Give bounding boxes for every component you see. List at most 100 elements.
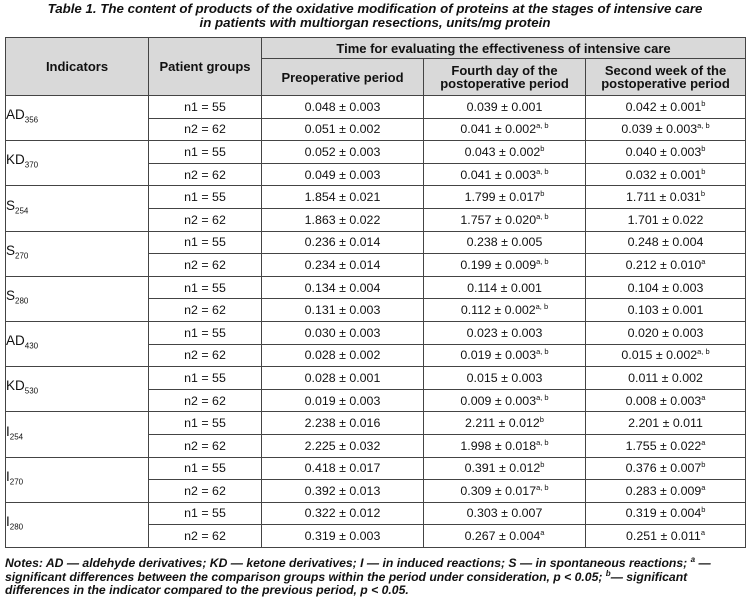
value-text: 0.019 ± 0.003 xyxy=(460,348,537,363)
value-cell-second-week: 0.103 ± 0.001 xyxy=(584,298,747,322)
value-cell-second-week: 0.104 ± 0.003 xyxy=(584,275,747,300)
value-cell-second-week: 0.015 ± 0.002a, b xyxy=(584,343,747,368)
significance-mark: b xyxy=(539,414,544,424)
caption-line-1: Table 1. The content of products of the … xyxy=(47,1,703,16)
indicator-wavelength: 254 xyxy=(15,206,29,216)
value-text: 0.248 ± 0.004 xyxy=(627,235,704,250)
value-text: 0.134 ± 0.004 xyxy=(304,280,381,295)
indicator-cell: AD356 xyxy=(5,94,149,142)
table-row: S270 n1 = 55 0.236 ± 0.014 0.238 ± 0.005 0.2… xyxy=(5,230,747,277)
value-cell-second-week: 1.701 ± 0.022 xyxy=(584,207,747,232)
group-cell: n1 = 55 xyxy=(148,366,262,390)
table-row: n2 = 62 0.019 ± 0.003 0.009 ± 0.003a, b 0.0… xyxy=(6,388,747,413)
significance-mark: a xyxy=(700,527,705,537)
value-cell-fourth-day: 0.019 ± 0.003a, b xyxy=(423,343,586,368)
indicator-name: AD xyxy=(6,333,25,349)
value-text: 0.052 ± 0.003 xyxy=(304,144,381,159)
group-cell: n2 = 62 xyxy=(148,253,262,277)
value-cell-second-week: 0.040 ± 0.003b xyxy=(584,140,747,164)
table-row: n2 = 62 1.863 ± 0.022 1.757 ± 0.020a, b 1.7… xyxy=(6,207,747,232)
notes-part-3: — significant differences in the indicat… xyxy=(5,569,688,598)
significance-mark: a xyxy=(701,437,706,447)
indicator-wavelength: 430 xyxy=(24,341,39,351)
value-cell-preoperative: 0.319 ± 0.003 xyxy=(261,524,424,548)
value-text: 0.041 ± 0.002 xyxy=(460,122,537,137)
value-cell-preoperative: 1.863 ± 0.022 xyxy=(261,207,424,232)
indicator-cell: I254 xyxy=(5,411,149,458)
indicator-wavelength: 270 xyxy=(9,477,24,487)
group-cell: n2 = 62 xyxy=(148,524,262,548)
value-text: 0.049 ± 0.003 xyxy=(304,167,381,182)
value-text: 1.701 ± 0.022 xyxy=(627,212,704,227)
value-text: 1.711 ± 0.031 xyxy=(626,190,701,205)
value-text: 0.023 ± 0.003 xyxy=(466,325,543,340)
indicator-wavelength: 280 xyxy=(9,522,24,532)
value-text: 0.199 ± 0.009 xyxy=(460,257,537,272)
value-text: 0.032 ± 0.001 xyxy=(625,167,702,182)
value-cell-preoperative: 0.134 ± 0.004 xyxy=(261,275,424,300)
value-text: 0.322 ± 0.012 xyxy=(304,506,381,521)
table-body: AD356 n1 = 55 0.048 ± 0.003 0.039 ± 0.001 0.… xyxy=(5,94,747,548)
value-text: 2.238 ± 0.016 xyxy=(304,416,381,431)
indicator-wavelength: 270 xyxy=(15,251,29,261)
value-cell-fourth-day: 0.303 ± 0.007 xyxy=(423,501,586,526)
value-text: 1.854 ± 0.021 xyxy=(304,190,381,205)
value-cell-preoperative: 2.225 ± 0.032 xyxy=(261,433,424,458)
value-text: 0.019 ± 0.003 xyxy=(304,393,381,408)
value-text: 0.043 ± 0.002 xyxy=(464,144,541,159)
significance-mark: a, b xyxy=(535,302,549,312)
value-cell-preoperative: 0.028 ± 0.001 xyxy=(261,366,424,390)
value-cell-fourth-day: 0.391 ± 0.012b xyxy=(423,456,586,481)
value-cell-fourth-day: 1.799 ± 0.017b xyxy=(423,185,586,209)
group-cell: n1 = 55 xyxy=(148,95,262,119)
significance-mark: a, b xyxy=(697,121,710,131)
value-text: 0.236 ± 0.014 xyxy=(304,235,381,250)
table-row: n2 = 62 0.049 ± 0.003 0.041 ± 0.003a, b 0.0… xyxy=(6,162,747,187)
value-text: 0.028 ± 0.002 xyxy=(304,348,381,363)
table-row: S280 n1 = 55 0.134 ± 0.004 0.114 ± 0.001 0.1… xyxy=(5,275,747,322)
value-cell-preoperative: 1.854 ± 0.021 xyxy=(261,185,424,209)
value-cell-preoperative: 0.236 ± 0.014 xyxy=(261,230,424,255)
indicator-name: S xyxy=(6,288,16,303)
value-cell-fourth-day: 0.041 ± 0.002a, b xyxy=(423,117,586,142)
indicator-name: S xyxy=(6,242,16,258)
value-cell-fourth-day: 1.998 ± 0.018a, b xyxy=(423,433,586,458)
table-caption: Table 1. The content of products of the … xyxy=(0,2,750,30)
header-second-week: Second week of the postoperative period xyxy=(584,58,747,96)
value-text: 0.319 ± 0.004 xyxy=(625,506,702,521)
value-cell-fourth-day: 0.043 ± 0.002b xyxy=(423,140,586,164)
group-cell: n1 = 55 xyxy=(148,456,262,481)
value-cell-second-week: 0.039 ± 0.003a, b xyxy=(584,117,747,142)
table-row: KD530 n1 = 55 0.028 ± 0.001 0.015 ± 0.003 0.… xyxy=(5,366,747,413)
value-text: 0.234 ± 0.014 xyxy=(304,257,381,272)
value-cell-fourth-day: 0.041 ± 0.003a, b xyxy=(423,162,586,187)
group-cell: n2 = 62 xyxy=(148,388,262,413)
header-patient-groups: Patient groups xyxy=(148,37,262,96)
significance-mark: b xyxy=(700,189,705,199)
group-cell: n1 = 55 xyxy=(148,411,262,435)
notes-sup-a: a xyxy=(690,554,696,564)
value-cell-second-week: 0.212 ± 0.010a xyxy=(584,253,747,277)
value-text: 0.015 ± 0.002 xyxy=(621,348,698,363)
value-text: 1.998 ± 0.018 xyxy=(460,438,537,453)
data-table: Indicators Patient groups Time for evalu… xyxy=(5,37,747,548)
value-text: 0.131 ± 0.003 xyxy=(304,303,381,318)
value-text: 0.114 ± 0.001 xyxy=(467,280,542,295)
value-text: 0.392 ± 0.013 xyxy=(304,483,381,498)
table-row: I270 n1 = 55 0.418 ± 0.017 0.391 ± 0.012b 0.… xyxy=(5,456,747,503)
group-cell: n1 = 55 xyxy=(148,185,262,209)
group-cell: n1 = 55 xyxy=(148,275,262,300)
group-cell: n2 = 62 xyxy=(148,117,262,142)
significance-mark: a, b xyxy=(536,121,549,131)
value-text: 0.212 ± 0.010 xyxy=(625,257,702,272)
significance-mark: a, b xyxy=(536,211,549,221)
significance-mark: a, b xyxy=(536,347,549,357)
value-cell-preoperative: 0.418 ± 0.017 xyxy=(261,456,424,481)
indicator-wavelength: 254 xyxy=(9,432,24,442)
value-text: 0.238 ± 0.005 xyxy=(466,235,543,250)
value-text: 0.041 ± 0.003 xyxy=(460,167,537,182)
value-cell-preoperative: 0.030 ± 0.003 xyxy=(261,320,424,345)
significance-mark: a xyxy=(540,527,545,537)
table-row: I280 n1 = 55 0.322 ± 0.012 0.303 ± 0.007 0.3… xyxy=(5,501,747,548)
value-cell-preoperative: 0.322 ± 0.012 xyxy=(261,501,424,526)
